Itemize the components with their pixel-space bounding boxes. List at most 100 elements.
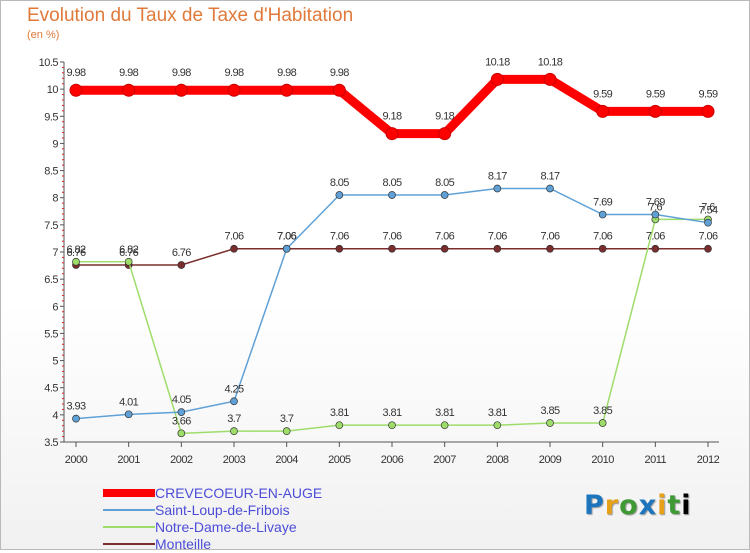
data-label: 9.98	[224, 67, 243, 79]
legend: CREVECOEUR-EN-AUGE Saint-Loup-de-Fribois…	[103, 485, 423, 553]
data-label: 7.06	[698, 231, 717, 243]
data-label: 9.59	[593, 88, 612, 100]
data-point	[651, 210, 660, 219]
series-line-0	[76, 74, 708, 139]
data-point	[124, 257, 133, 266]
logo-letter: P	[584, 490, 605, 521]
data-label: 6.82	[66, 244, 85, 256]
data-point	[438, 127, 452, 141]
data-label: 7.69	[646, 197, 665, 209]
data-point	[388, 191, 396, 199]
data-label: 8.05	[382, 177, 401, 189]
data-label: 8.05	[330, 177, 349, 189]
y-tick-label: 5.5	[44, 328, 58, 340]
data-label: 4.01	[119, 396, 138, 408]
x-tick-label: 2008	[486, 454, 509, 466]
legend-item-monteille: Monteille	[103, 536, 423, 553]
series-lines	[69, 72, 715, 438]
y-tick-label: 4.5	[44, 383, 58, 395]
data-point	[493, 184, 502, 193]
data-point	[335, 244, 344, 253]
data-label: 8.17	[488, 170, 507, 182]
y-tick-label: 6	[52, 301, 58, 313]
data-label: 7.06	[435, 231, 454, 243]
data-point	[704, 244, 712, 253]
data-labels: 9.98 9.98 9.98 9.98 9.98 9.98 9.18 9.18 10.18 10.…	[66, 56, 718, 427]
data-label: 10.18	[485, 56, 510, 68]
data-point	[598, 244, 607, 253]
data-point	[282, 244, 291, 253]
logo-letter: t	[667, 490, 682, 521]
logo-letter: x	[638, 490, 658, 521]
data-point	[122, 83, 136, 97]
x-tick-label: 2007	[433, 454, 456, 466]
data-point	[543, 72, 557, 86]
x-tick-label: 2002	[170, 454, 193, 466]
data-point	[177, 429, 186, 438]
data-label: 7.06	[330, 231, 349, 243]
data-label: 9.98	[277, 67, 296, 79]
data-point	[440, 421, 449, 430]
legend-label: Notre-Dame-de-Livaye	[155, 519, 297, 535]
y-tick-label: 9	[52, 138, 58, 150]
data-point	[440, 191, 449, 199]
data-label: 6.76	[66, 247, 85, 259]
data-point	[72, 414, 80, 423]
x-tick-label: 2006	[381, 454, 404, 466]
data-label: 3.7	[280, 413, 294, 425]
data-label: 3.85	[540, 405, 559, 417]
data-point	[596, 104, 610, 118]
y-tick-label: 8	[52, 193, 58, 205]
data-point	[546, 184, 554, 193]
unit-label: (en %)	[27, 29, 60, 41]
data-point	[598, 419, 607, 427]
data-label: 4.05	[172, 394, 191, 406]
data-label: 9.18	[435, 111, 454, 123]
data-label: 7.06	[277, 231, 296, 243]
data-label: 9.18	[382, 111, 401, 123]
x-tick-label: 2005	[328, 454, 351, 466]
data-point	[335, 191, 344, 199]
data-label: 9.59	[698, 88, 717, 100]
data-label: 6.82	[119, 244, 138, 256]
logo-letter: i	[657, 490, 668, 521]
data-point	[440, 244, 449, 253]
data-point	[332, 83, 346, 97]
legend-item-notre-dame: Notre-Dame-de-Livaye	[103, 519, 423, 536]
data-point	[280, 83, 294, 97]
data-label: 7.06	[540, 231, 559, 243]
legend-label: Saint-Loup-de-Fribois	[155, 502, 290, 518]
y-tick-label: 3.5	[44, 437, 58, 449]
x-tick-label: 2010	[591, 454, 614, 466]
x-tick-label: 2012	[697, 454, 720, 466]
data-label: 7.06	[488, 231, 507, 243]
data-label: 8.05	[435, 177, 454, 189]
data-label: 9.98	[172, 67, 191, 79]
data-label: 9.98	[330, 67, 349, 79]
x-tick-label: 2009	[539, 454, 562, 466]
logo-letter: o	[619, 490, 639, 521]
data-point	[651, 244, 660, 253]
x-tick-label: 2000	[65, 454, 88, 466]
data-point	[124, 410, 133, 419]
data-label: 10.18	[538, 56, 563, 68]
data-point	[704, 218, 712, 227]
x-tick-label: 2003	[223, 454, 246, 466]
data-point	[177, 408, 186, 416]
data-point	[648, 104, 662, 118]
data-point	[385, 127, 399, 141]
data-label: 7.54	[698, 205, 717, 217]
data-point	[230, 397, 238, 406]
legend-item-crevecoeur: CREVECOEUR-EN-AUGE	[103, 485, 423, 502]
data-point	[701, 104, 715, 118]
data-label: 3.7	[227, 413, 241, 425]
chart-title: Evolution du Taux de Taxe d'Habitation	[27, 5, 354, 26]
x-tick-label: 2011	[645, 454, 667, 466]
data-label: 3.81	[330, 407, 349, 419]
legend-swatch	[103, 543, 155, 545]
legend-label: Monteille	[155, 536, 212, 552]
data-point	[230, 427, 238, 435]
data-label: 9.59	[646, 88, 665, 100]
